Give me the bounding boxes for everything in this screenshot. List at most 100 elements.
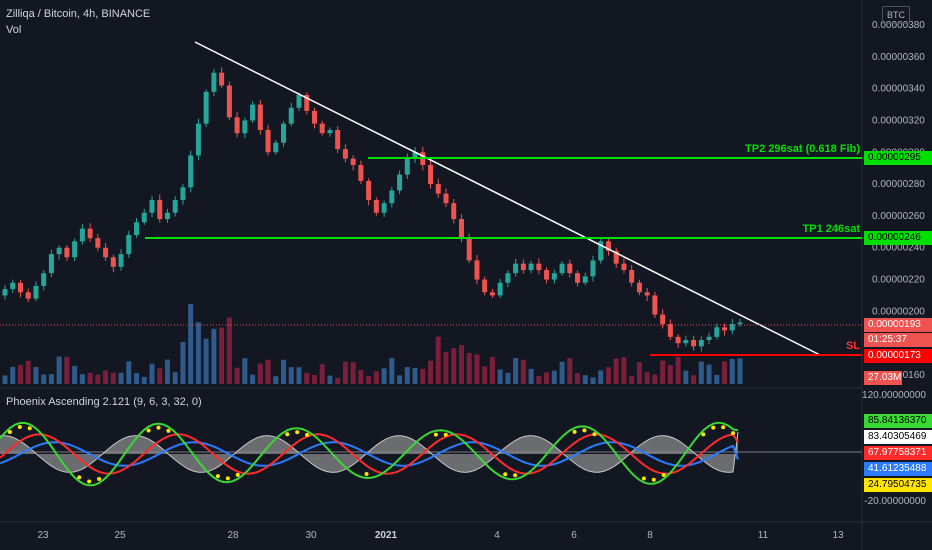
candle-body [474, 260, 480, 280]
candle-body [126, 235, 132, 255]
candle-body [335, 130, 341, 150]
symbol-title[interactable]: Zilliqa / Bitcoin, 4h, BINANCE [6, 8, 151, 20]
price-tick-label: 0.00000320 [872, 115, 925, 126]
volume-bar [195, 322, 201, 384]
candle-body [466, 238, 472, 261]
candle-body [520, 263, 526, 270]
candle-body [435, 184, 441, 194]
osc-dots [7, 424, 736, 484]
volume-bar [458, 344, 464, 384]
volume-bar [714, 374, 720, 384]
candle-body [706, 336, 712, 340]
candle-body [296, 95, 302, 108]
candle-body [33, 285, 39, 299]
osc-dot [285, 432, 290, 437]
volume-bar [660, 360, 666, 384]
volume-bar [342, 361, 348, 384]
currency-button[interactable]: BTC [882, 6, 910, 24]
osc-dot [443, 432, 448, 437]
tp1-price-tag: 0.00000246 [864, 231, 932, 245]
volume-bar [435, 336, 441, 384]
volume-bar [629, 376, 635, 384]
osc-band [0, 432, 738, 473]
osc-bottom-tick: -20.00000000 [864, 496, 926, 507]
time-tick: 23 [37, 530, 49, 541]
osc-dot [661, 473, 666, 478]
volume-bar [729, 358, 735, 384]
volume-bar [110, 372, 116, 384]
volume-bar [544, 372, 550, 384]
candle-body [404, 158, 410, 175]
volume-bar [489, 356, 495, 384]
tp2-price-tag: 0.00000295 [864, 151, 932, 165]
candle-body [683, 340, 689, 344]
volume-label: Vol [6, 24, 22, 36]
volume-bar [722, 361, 728, 384]
candle-body [667, 324, 673, 337]
volume-bar [482, 366, 488, 384]
candle-body [41, 273, 47, 286]
candle-body [729, 324, 735, 331]
volume-bar [219, 327, 225, 384]
volume-bar [536, 376, 542, 384]
osc-dot [225, 476, 230, 481]
price-tick-label: 0.00000220 [872, 275, 925, 286]
last-price-tag: 0.00000193 [864, 318, 932, 332]
time-tick: 25 [114, 530, 126, 541]
candle-body [582, 276, 588, 283]
volume-bar [304, 372, 310, 384]
price-tick-label: 0.00000380 [872, 20, 925, 31]
candle-body [722, 327, 728, 331]
osc-dot [305, 432, 310, 437]
volume-bar [513, 358, 519, 384]
osc-dot [433, 432, 438, 437]
volume-bar [605, 367, 611, 384]
volume-bar [613, 358, 619, 384]
volume-bar [737, 358, 743, 384]
volume-bar [675, 356, 681, 384]
candle-body [691, 340, 697, 347]
volume-bar [497, 369, 503, 384]
osc-value-blue: 41.61235488 [864, 462, 932, 476]
volume-bar [234, 367, 240, 384]
candle-body [203, 91, 209, 124]
candle-body [590, 260, 596, 277]
candle-body [164, 212, 170, 220]
time-tick: 11 [757, 530, 769, 541]
osc-dot [651, 477, 656, 482]
descending-trendline[interactable] [194, 41, 821, 356]
volume-bar [134, 373, 140, 384]
candle-body [489, 292, 495, 296]
indicator-title[interactable]: Phoenix Ascending 2.121 (9, 6, 3, 32, 0) [6, 396, 202, 408]
volume-bar [644, 371, 650, 384]
candle-body [598, 241, 604, 261]
candle-body [288, 107, 294, 124]
volume-bar [652, 374, 658, 384]
candle-body [358, 165, 364, 181]
candle-body [25, 292, 31, 299]
volume-bar [381, 368, 387, 384]
volume-bars [2, 303, 743, 384]
candle-body [79, 228, 85, 242]
volume-bar [428, 360, 434, 384]
volume-bar [636, 362, 642, 384]
volume-bar [621, 357, 627, 384]
candle-body [458, 219, 464, 239]
candle-body [157, 200, 163, 220]
volume-bar [257, 363, 263, 384]
volume-bar [582, 375, 588, 384]
candle-body [188, 155, 194, 188]
candle-body [226, 85, 232, 118]
volume-bar [335, 377, 341, 384]
volume-bar [242, 358, 248, 384]
candle-body [428, 165, 434, 185]
volume-bar [397, 375, 403, 384]
candle-body [219, 72, 225, 86]
candle-body [652, 295, 658, 315]
time-tick: 6 [571, 530, 577, 541]
time-tick: 4 [494, 530, 500, 541]
candle-body [118, 254, 124, 267]
osc-dot [711, 425, 716, 430]
volume-bar [281, 359, 287, 384]
